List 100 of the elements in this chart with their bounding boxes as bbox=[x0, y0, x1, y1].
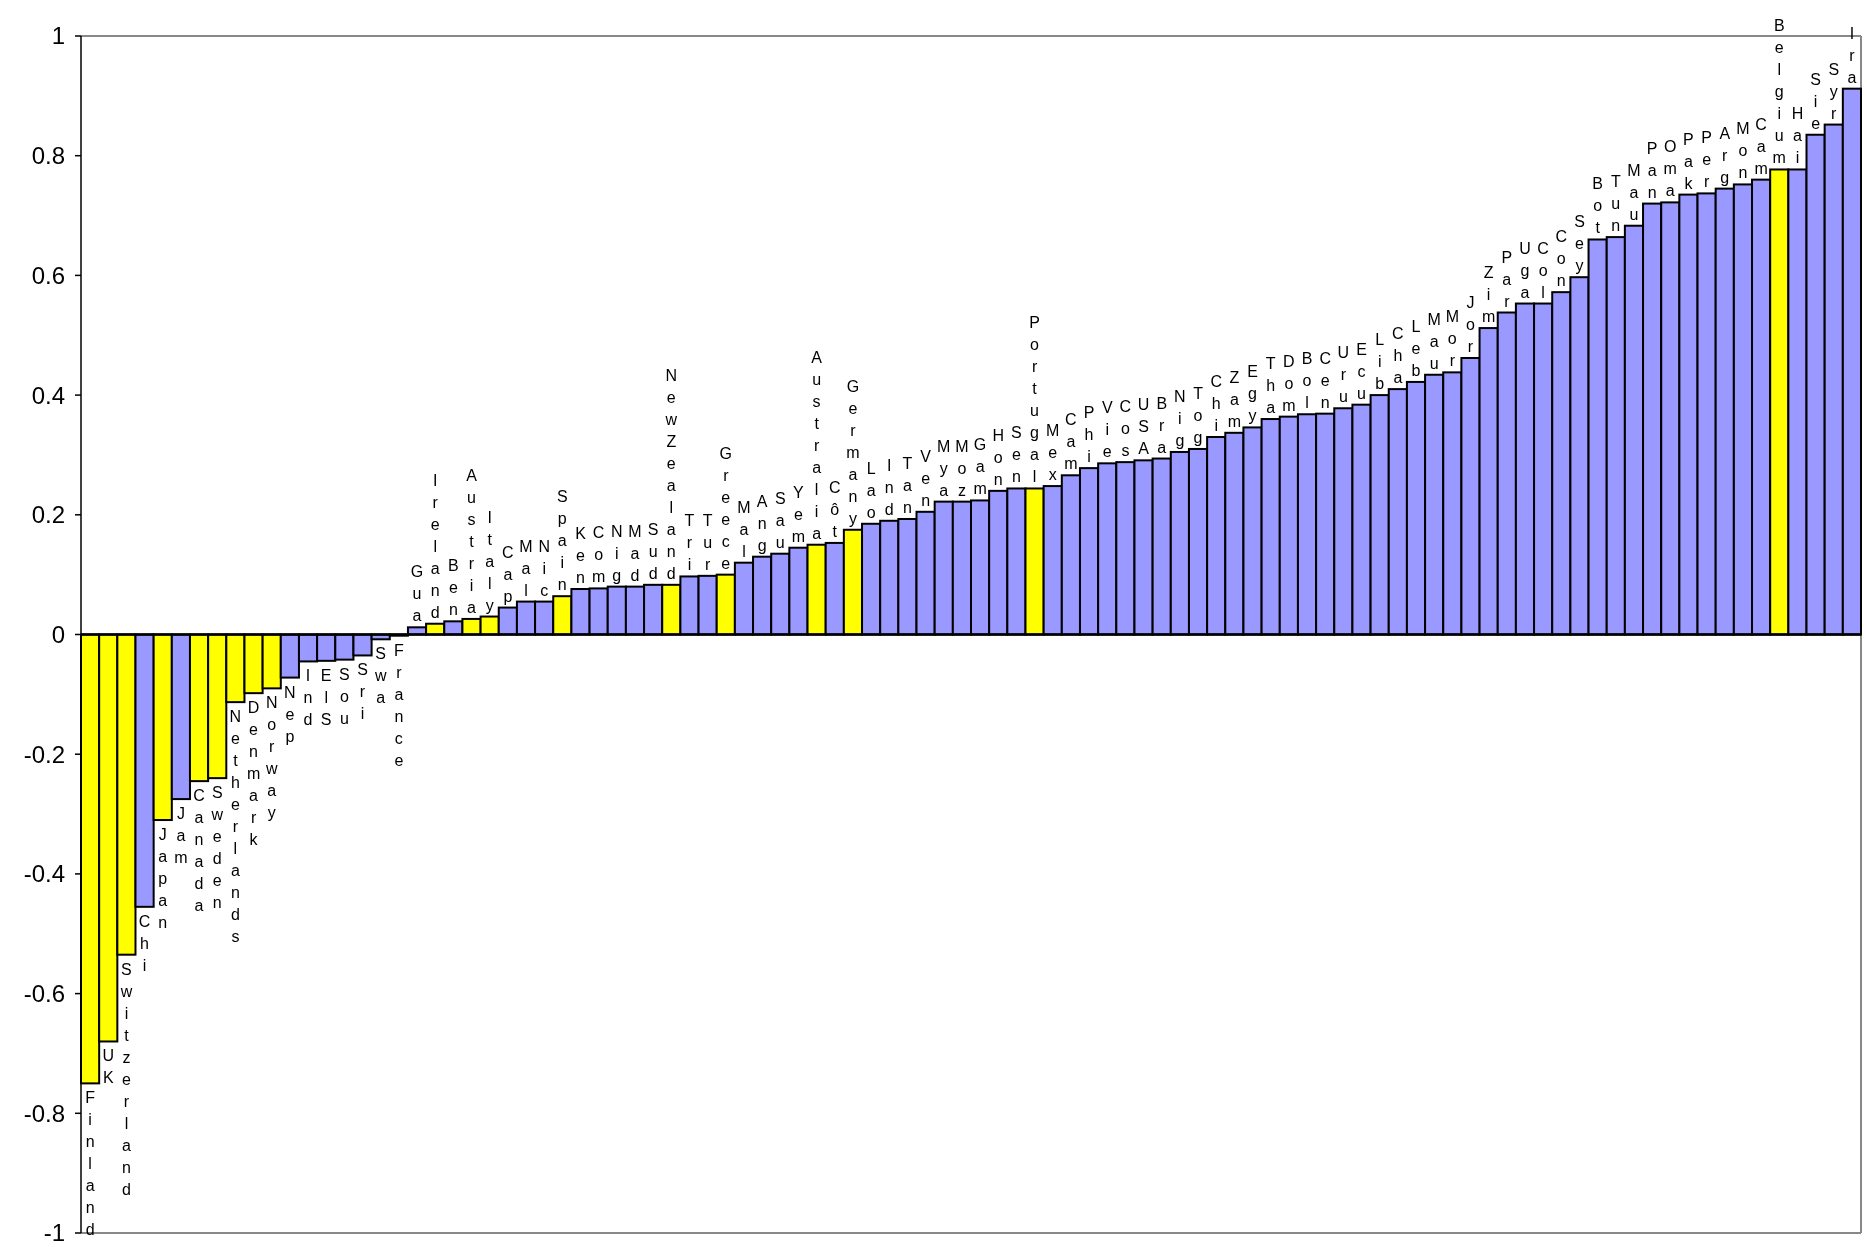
x-tick-label: Mau bbox=[1627, 161, 1641, 223]
x-tick-label: Ecu bbox=[1356, 340, 1367, 402]
y-tick-label: -0.4 bbox=[23, 860, 65, 888]
x-tick-label: Con bbox=[1555, 228, 1568, 290]
category-label: Switzerland bbox=[120, 960, 133, 1198]
x-tick-label: Syr bbox=[1828, 60, 1840, 122]
x-tick-label: Bra bbox=[1156, 394, 1168, 456]
y-tick-label: -0.2 bbox=[23, 740, 65, 768]
y-tick-label: -0.8 bbox=[23, 1099, 65, 1127]
x-tick-label: Sau bbox=[774, 489, 786, 551]
x-tick-label: Cos bbox=[1119, 398, 1132, 460]
x-tick-label: Ind bbox=[884, 456, 894, 518]
y-tick-label: 1 bbox=[51, 22, 65, 50]
x-tick-label: Denmark bbox=[246, 699, 261, 849]
x-tick-label: Ken bbox=[575, 525, 587, 587]
x-tick-label: Cam bbox=[1064, 411, 1078, 473]
x-tick-label: Vie bbox=[1101, 399, 1113, 461]
x-tick-label: Gam bbox=[973, 436, 987, 498]
category-label: Netherlands bbox=[229, 708, 242, 946]
x-tick-label: Cap bbox=[502, 543, 514, 605]
x-tick-label: ElS bbox=[320, 666, 332, 728]
x-tick-label: Cha bbox=[1392, 325, 1404, 387]
x-tick-label: Com bbox=[591, 524, 606, 586]
x-tick-label: Sie bbox=[1810, 70, 1821, 132]
x-tick-label: Sen bbox=[1011, 424, 1022, 486]
x-tick-label: Italy bbox=[485, 508, 495, 614]
x-tick-label: Hai bbox=[1791, 105, 1804, 167]
x-tick-label: Germany bbox=[846, 377, 860, 527]
x-tick-label: Mex bbox=[1046, 422, 1060, 484]
x-tick-label: Leb bbox=[1411, 317, 1421, 379]
x-tick-label: Bol bbox=[1301, 350, 1313, 412]
x-tick-label: Ind bbox=[303, 667, 313, 729]
x-tick-label: Zam bbox=[1227, 368, 1242, 430]
y-tick-label: -1 bbox=[43, 1219, 65, 1247]
y-tick-label: 0.6 bbox=[31, 261, 65, 289]
x-tick-label: Greece bbox=[719, 444, 733, 572]
x-tick-label: Bot bbox=[1592, 175, 1603, 237]
y-tick-label: -0.6 bbox=[23, 980, 65, 1007]
x-tick-label: Nic bbox=[538, 537, 550, 599]
x-tick-label: Pak bbox=[1683, 130, 1694, 192]
x-tick-label: Sou bbox=[339, 665, 350, 727]
x-tick-label: Zim bbox=[1481, 264, 1496, 326]
x-tick-label: Nig bbox=[611, 522, 623, 584]
category-label: Australia bbox=[811, 348, 822, 542]
x-tick-label: Uga bbox=[1519, 239, 1531, 301]
x-tick-label: Ben bbox=[448, 557, 459, 619]
x-tick-label: Lao bbox=[866, 459, 876, 521]
x-tick-label: Belgium bbox=[1772, 17, 1786, 167]
x-tick-label: Sud bbox=[647, 520, 659, 582]
x-tick-label: Swa bbox=[373, 645, 387, 707]
x-tick-label: Col bbox=[1537, 239, 1549, 301]
x-tick-label: Tha bbox=[1265, 355, 1276, 417]
x-tick-label: Mor bbox=[1445, 308, 1459, 370]
x-tick-label: Austria bbox=[466, 466, 478, 616]
x-tick-label: France bbox=[393, 641, 404, 769]
y-tick-label: 0.2 bbox=[31, 501, 65, 529]
x-tick-label: Cen bbox=[1319, 349, 1331, 411]
x-tick-label: Ang bbox=[756, 492, 768, 554]
x-tick-label: Tri bbox=[684, 512, 695, 574]
x-tick-label: Chi bbox=[1210, 372, 1222, 434]
x-tick-label: UK bbox=[102, 1047, 115, 1087]
x-tick-label: Nig bbox=[1174, 387, 1186, 449]
x-tick-label: Oma bbox=[1663, 138, 1677, 200]
x-tick-label: Tun bbox=[1610, 173, 1621, 235]
x-tick-label: Ven bbox=[920, 447, 932, 509]
x-tick-label: Nep bbox=[284, 683, 296, 745]
x-tick-label: Cam bbox=[1754, 115, 1768, 177]
x-tick-label: Côt bbox=[828, 478, 841, 540]
x-tick-label: Mad bbox=[628, 522, 642, 584]
x-tick-label: Canada bbox=[193, 787, 205, 915]
x-tick-label: USA bbox=[1137, 396, 1150, 458]
category-label: NewZealand bbox=[665, 366, 678, 582]
x-tick-label: Ireland bbox=[430, 471, 440, 621]
x-tick-label: Mon bbox=[1736, 120, 1750, 182]
x-tick-label: Sey bbox=[1574, 213, 1585, 275]
x-tick-label: Portugal bbox=[1029, 314, 1040, 486]
y-tick-label: 0 bbox=[51, 620, 65, 648]
x-tick-label: Gua bbox=[410, 563, 424, 625]
x-tick-label: Sweden bbox=[210, 784, 224, 912]
x-tick-label: Tog bbox=[1193, 384, 1204, 446]
x-tick-label: Mal bbox=[737, 498, 751, 560]
x-tick-label: Lib bbox=[1375, 331, 1385, 393]
x-tick-label: Per bbox=[1701, 129, 1712, 191]
x-tick-label: Spain bbox=[556, 488, 568, 594]
y-tick-label: 0.8 bbox=[31, 142, 65, 170]
x-tick-label: Uru bbox=[1337, 344, 1350, 406]
x-tick-label: Sri bbox=[357, 661, 368, 723]
x-tick-label: Arg bbox=[1719, 124, 1731, 186]
x-tick-label: Mya bbox=[937, 437, 951, 499]
x-tick-label: Tan bbox=[902, 454, 913, 516]
x-tick-label: Yem bbox=[791, 483, 806, 545]
x-tick-label: Jor bbox=[1466, 293, 1476, 355]
x-tick-label: Moz bbox=[955, 437, 969, 499]
x-tick-label: Chi bbox=[138, 912, 151, 974]
x-tick-label: Hon bbox=[992, 426, 1005, 488]
x-tick-label: Japan bbox=[158, 826, 168, 932]
x-tick-label: Egy bbox=[1247, 363, 1258, 425]
x-tick-label: Mau bbox=[1427, 310, 1441, 372]
x-tick-label: Ira bbox=[1847, 24, 1857, 86]
x-tick-label: Phi bbox=[1083, 404, 1095, 466]
